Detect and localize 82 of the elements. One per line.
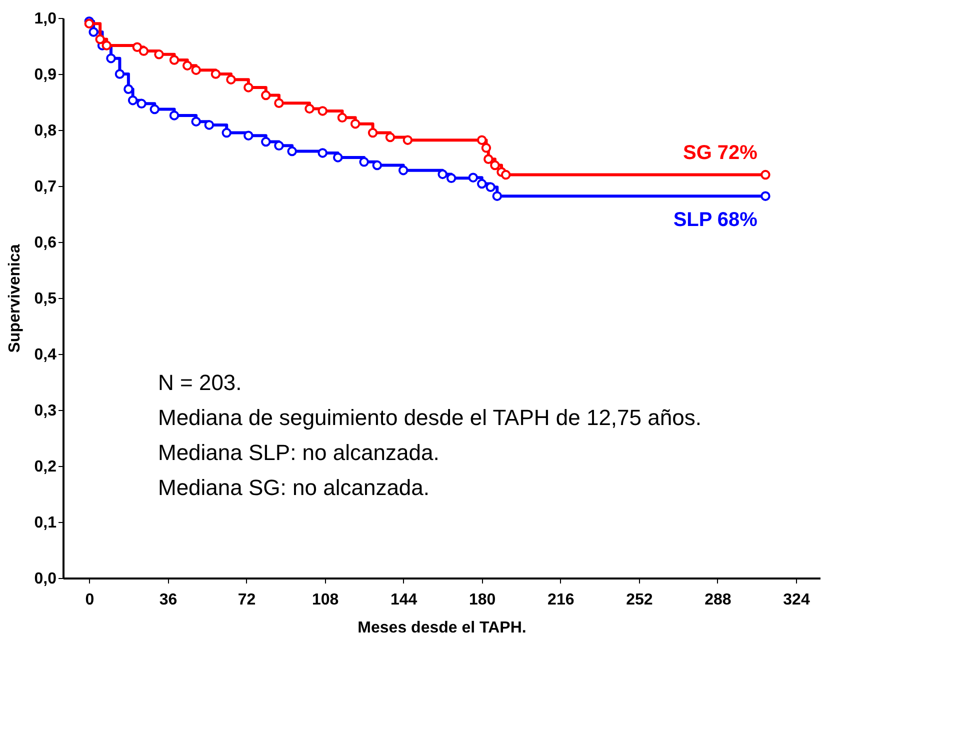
point xyxy=(304,104,314,114)
y-tick-label: 0,9 xyxy=(34,66,57,84)
x-tick-label: 252 xyxy=(626,592,653,608)
x-tick-label: 288 xyxy=(704,592,732,608)
point xyxy=(318,148,328,158)
point xyxy=(333,152,343,162)
point xyxy=(372,160,382,170)
point xyxy=(128,95,138,106)
point xyxy=(359,157,369,167)
annotation: Mediana SG: no alcanzada. xyxy=(158,475,430,500)
point xyxy=(244,82,254,92)
point xyxy=(398,165,408,176)
point xyxy=(150,104,160,114)
point xyxy=(486,182,496,192)
series-label: SLP 68% xyxy=(673,209,758,232)
point xyxy=(182,60,192,70)
point xyxy=(500,170,511,180)
x-tick-label: 216 xyxy=(548,592,574,608)
point xyxy=(222,128,232,138)
annotation: Mediana SLP: no alcanzada. xyxy=(158,440,440,465)
y-tick-label: 0,6 xyxy=(34,234,57,252)
point xyxy=(318,106,328,116)
y-tick-label: 0,4 xyxy=(34,346,57,364)
point xyxy=(350,118,360,129)
x-tick-label: 0 xyxy=(85,592,94,608)
point xyxy=(210,69,221,79)
point xyxy=(468,172,478,182)
point xyxy=(760,191,770,201)
point xyxy=(169,55,180,65)
point xyxy=(88,27,98,37)
point xyxy=(476,178,487,189)
y-tick-label: 0,3 xyxy=(34,402,57,420)
y-tick-label: 0,7 xyxy=(34,178,57,196)
y-tick-label: 0,5 xyxy=(34,290,57,308)
point xyxy=(446,173,456,184)
y-tick-label: 1,0 xyxy=(34,10,57,28)
point xyxy=(191,116,201,126)
point xyxy=(402,135,413,145)
point xyxy=(102,40,112,50)
x-tick-label: 36 xyxy=(159,592,178,608)
x-axis-title: Meses desde el TAPH. xyxy=(358,620,526,636)
point xyxy=(138,46,149,56)
point xyxy=(476,135,487,145)
y-tick-label: 0,2 xyxy=(34,458,57,476)
point xyxy=(244,130,254,140)
y-tick-label: 0,0 xyxy=(34,570,57,588)
point xyxy=(760,170,770,180)
x-tick-label: 180 xyxy=(469,592,496,608)
point xyxy=(154,50,164,60)
point xyxy=(492,191,502,201)
x-tick-label: 324 xyxy=(783,592,810,608)
point xyxy=(385,132,396,142)
point xyxy=(481,143,492,153)
annotation: Mediana de seguimiento desde el TAPH de 12,75 años. xyxy=(158,405,702,430)
point xyxy=(438,169,448,180)
point xyxy=(484,154,494,164)
point xyxy=(169,110,180,120)
x-tick-label: 144 xyxy=(390,592,418,608)
point xyxy=(368,128,378,138)
y-tick-label: 0,1 xyxy=(34,514,57,532)
point xyxy=(204,120,214,130)
point xyxy=(226,74,236,84)
point xyxy=(261,90,271,100)
point xyxy=(274,98,284,108)
y-tick-label: 0,8 xyxy=(34,122,57,140)
point xyxy=(490,160,500,170)
series-label: SG 72% xyxy=(682,142,758,164)
point xyxy=(287,146,297,156)
annotation: N = 203. xyxy=(158,370,242,395)
y-axis-title: Supervivenica xyxy=(6,244,24,353)
x-tick-label: 108 xyxy=(312,592,339,608)
point xyxy=(337,112,348,123)
point xyxy=(124,84,134,94)
point xyxy=(191,65,201,75)
point xyxy=(106,53,116,64)
point xyxy=(95,34,105,44)
point xyxy=(261,136,271,147)
point xyxy=(136,98,146,109)
point xyxy=(132,42,142,52)
point xyxy=(114,69,125,79)
point xyxy=(274,140,284,151)
x-tick-label: 72 xyxy=(238,592,256,608)
